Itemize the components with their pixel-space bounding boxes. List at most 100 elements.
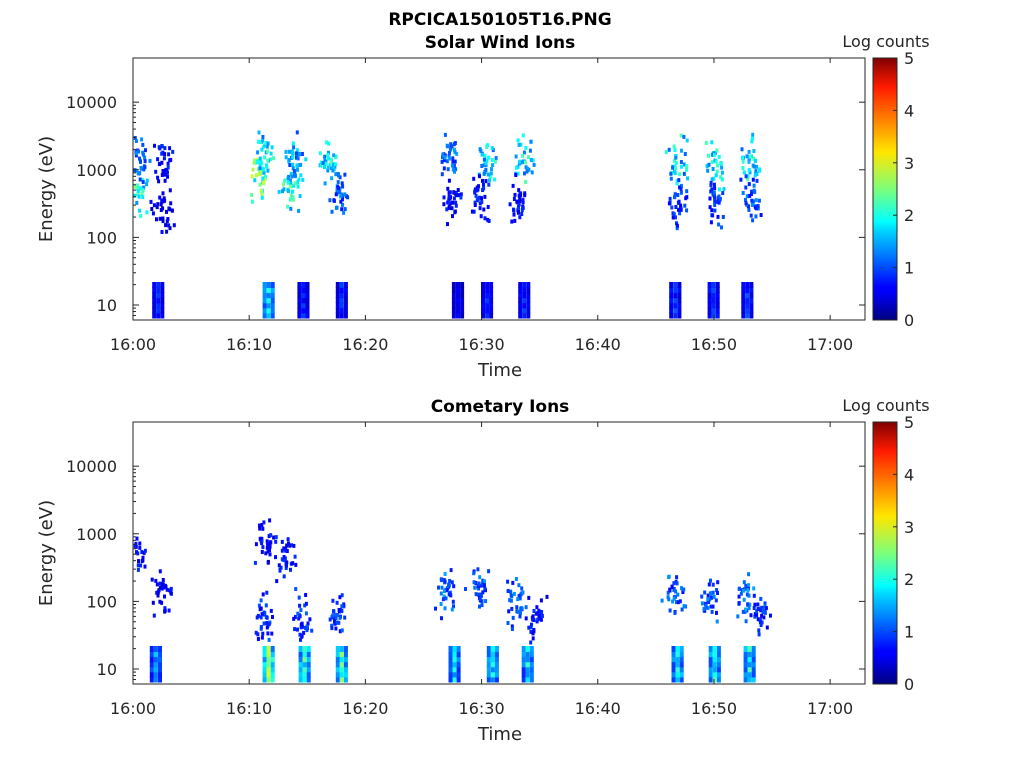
spectrogram-pixel bbox=[163, 146, 167, 151]
spectrogram-pixel bbox=[478, 206, 482, 211]
spectrogram-pixel bbox=[761, 610, 765, 615]
spectrogram-pixel bbox=[685, 208, 689, 213]
spectrogram-pixel bbox=[671, 656, 676, 663]
spectrogram-pixel bbox=[442, 202, 446, 207]
spectrogram-pixel bbox=[745, 297, 750, 304]
spectrogram-pixel bbox=[453, 150, 457, 155]
spectrogram-pixel bbox=[306, 656, 311, 663]
spectrogram-pixel bbox=[679, 203, 683, 208]
spectrogram-pixel bbox=[149, 651, 154, 658]
spectrogram-pixel bbox=[745, 194, 749, 199]
spectrogram-pixel bbox=[326, 153, 330, 158]
spectrogram-pixel bbox=[737, 594, 741, 599]
spectrogram-pixel bbox=[682, 171, 686, 176]
spectrogram-pixel bbox=[277, 563, 281, 568]
spectrogram-pixel bbox=[752, 606, 756, 610]
spectrogram-pixel bbox=[168, 207, 172, 212]
spectrogram-pixel bbox=[283, 178, 287, 183]
spectrogram-pixel bbox=[672, 212, 676, 217]
spectrogram-pixel bbox=[454, 193, 458, 198]
spectrogram-pixel bbox=[260, 541, 264, 546]
spectrogram-pixel bbox=[334, 612, 338, 617]
spectrogram-pixel bbox=[708, 666, 713, 673]
spectrogram-pixel bbox=[479, 149, 483, 153]
spectrogram-pixel bbox=[486, 676, 491, 683]
spectrogram-pixel bbox=[486, 651, 491, 658]
spectrogram-pixel bbox=[485, 307, 490, 314]
spectrogram-pixel bbox=[337, 620, 341, 625]
spectrogram-pixel bbox=[674, 161, 678, 165]
spectrogram-pixel bbox=[685, 164, 689, 168]
spectrogram-pixel bbox=[486, 666, 491, 673]
spectrogram-pixel bbox=[297, 292, 302, 299]
spectrogram-pixel bbox=[522, 292, 527, 299]
spectrogram-pixel bbox=[334, 172, 338, 177]
spectrogram-pixel bbox=[483, 586, 487, 591]
y-axis-label-solar-wind: Energy (eV) bbox=[36, 136, 57, 242]
spectrogram-pixel bbox=[700, 594, 704, 599]
spectrogram-pixel bbox=[254, 630, 258, 635]
spectrogram-pixel bbox=[154, 169, 158, 174]
spectrogram-pixel bbox=[443, 132, 447, 137]
spectrogram-pixel bbox=[486, 661, 491, 668]
spectrogram-pixel bbox=[301, 312, 306, 319]
spectrogram-pixel bbox=[302, 651, 307, 658]
spectrogram-pixel bbox=[708, 676, 713, 683]
spectrogram-pixel bbox=[257, 603, 261, 608]
spectrogram-pixel bbox=[718, 187, 721, 192]
spectrogram-pixel bbox=[141, 195, 145, 199]
spectrogram-pixel bbox=[476, 567, 480, 572]
spectrogram-cometary bbox=[133, 518, 772, 683]
spectrogram-pixel bbox=[284, 155, 288, 160]
spectrogram-pixel bbox=[254, 173, 258, 178]
colorbar-tick-label: 0 bbox=[904, 675, 914, 694]
spectrogram-pixel bbox=[523, 160, 527, 165]
spectrogram-pixel bbox=[675, 646, 680, 652]
spectrogram-pixel bbox=[339, 302, 344, 309]
spectrogram-pixel bbox=[452, 163, 456, 168]
spectrogram-pixel bbox=[744, 197, 747, 202]
spectrogram-pixel bbox=[685, 167, 689, 172]
spectrogram-pixel bbox=[751, 177, 755, 182]
spectrogram-pixel bbox=[673, 148, 677, 152]
spectrogram-pixel bbox=[752, 586, 756, 591]
spectrogram-pixel bbox=[172, 223, 176, 228]
spectrogram-pixel bbox=[161, 191, 165, 196]
spectrogram-pixel bbox=[673, 192, 677, 197]
spectrogram-pixel bbox=[291, 141, 295, 146]
spectrogram-pixel bbox=[676, 592, 680, 597]
spectrogram-pixel bbox=[450, 163, 454, 168]
spectrogram-pixel bbox=[443, 158, 446, 163]
spectrogram-pixel bbox=[485, 312, 490, 319]
spectrogram-pixel bbox=[751, 676, 756, 683]
spectrogram-pixel bbox=[262, 282, 267, 288]
spectrogram-pixel bbox=[460, 297, 465, 304]
spectrogram-pixel bbox=[135, 184, 139, 189]
spectrogram-pixel bbox=[749, 213, 753, 218]
spectrogram-pixel bbox=[260, 538, 264, 543]
spectrogram-pixel bbox=[142, 185, 146, 190]
spectrogram-pixel bbox=[339, 287, 344, 294]
spectrogram-pixel bbox=[258, 523, 261, 528]
spectrogram-pixel bbox=[748, 154, 752, 159]
spectrogram-pixel bbox=[341, 197, 344, 202]
spectrogram-pixel bbox=[673, 158, 676, 163]
spectrogram-pixel bbox=[747, 676, 752, 683]
spectrogram-pixel bbox=[297, 282, 302, 288]
spectrogram-pixel bbox=[763, 610, 767, 615]
spectrogram-pixel bbox=[519, 610, 522, 615]
spectrogram-pixel bbox=[340, 593, 344, 598]
spectrogram-pixel bbox=[163, 198, 167, 203]
spectrogram-pixel bbox=[293, 554, 297, 559]
spectrogram-pixel bbox=[762, 615, 766, 620]
spectrogram-pixel bbox=[449, 142, 453, 147]
spectrogram-pixel bbox=[262, 170, 266, 175]
spectrogram-pixel bbox=[747, 671, 752, 678]
spectrogram-pixel bbox=[460, 287, 465, 294]
spectrogram-pixel bbox=[716, 656, 721, 663]
spectrogram-pixel bbox=[289, 181, 293, 186]
spectrogram-pixel bbox=[267, 622, 271, 627]
spectrogram-pixel bbox=[490, 146, 494, 151]
spectrogram-pixel bbox=[525, 646, 530, 652]
spectrogram-pixel bbox=[298, 661, 303, 668]
